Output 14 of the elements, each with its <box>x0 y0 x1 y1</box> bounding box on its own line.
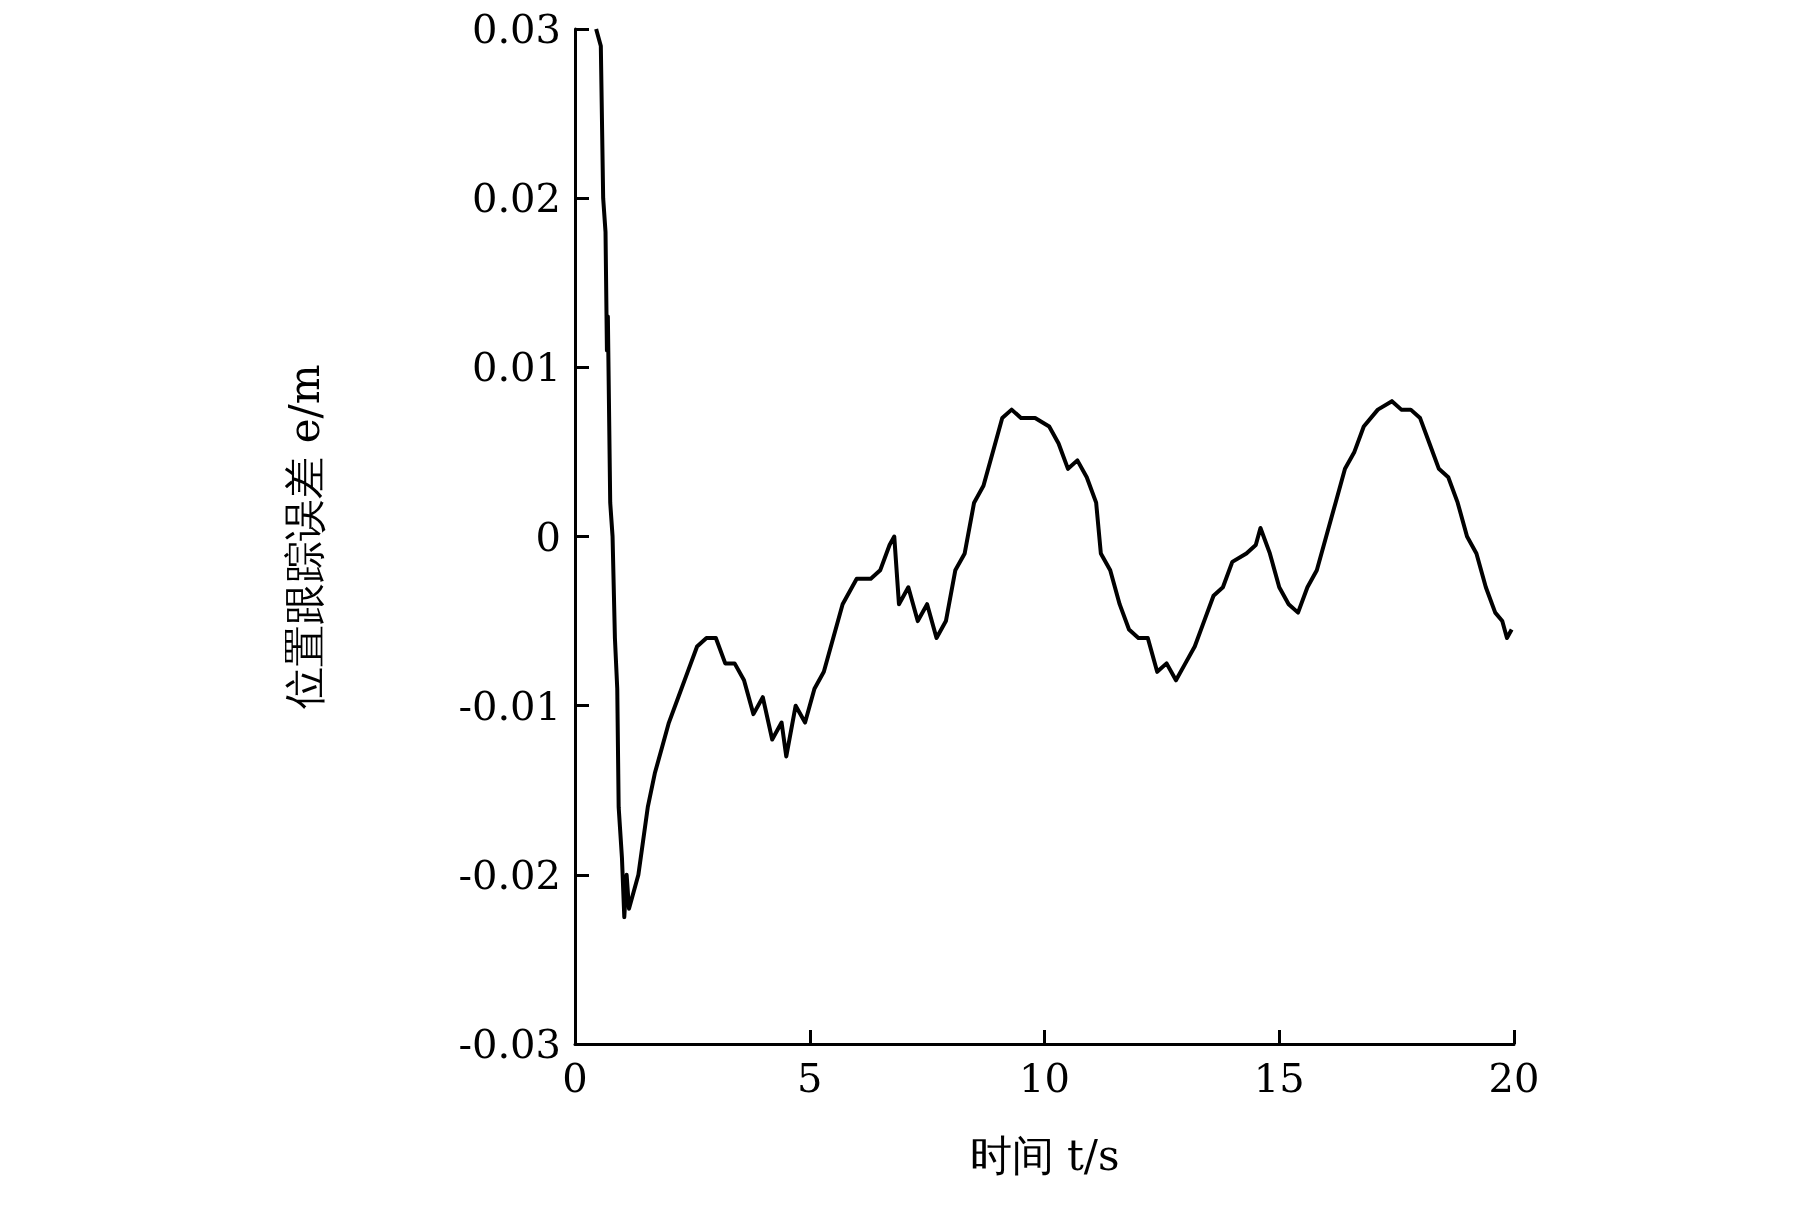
y-tick-label: 0 <box>535 513 561 560</box>
y-tick-label: -0.03 <box>458 1021 561 1067</box>
y-tick-label: -0.01 <box>458 682 561 729</box>
y-axis-title: 位置跟踪误差 e/m <box>279 364 329 709</box>
y-tick-label: -0.02 <box>458 851 561 898</box>
x-tick-label: 5 <box>797 1055 823 1101</box>
x-tick-label: 10 <box>1019 1055 1070 1101</box>
x-tick-label: 20 <box>1488 1055 1540 1101</box>
y-tick-label: 0.03 <box>471 6 561 52</box>
y-tick-label: 0.02 <box>471 175 561 222</box>
y-tick-label: 0.01 <box>471 344 561 391</box>
x-axis-title: 时间 t/s <box>969 1130 1120 1180</box>
x-tick-label: 15 <box>1253 1055 1305 1101</box>
line-series <box>594 27 1514 920</box>
